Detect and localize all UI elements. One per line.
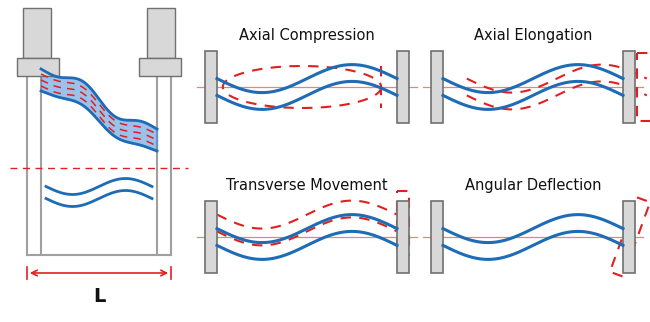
Bar xyxy=(431,51,443,123)
Text: Transverse Movement: Transverse Movement xyxy=(226,178,388,193)
Bar xyxy=(205,201,217,273)
Text: L: L xyxy=(93,287,105,306)
Text: Angular Deflection: Angular Deflection xyxy=(465,178,601,193)
Bar xyxy=(147,8,175,58)
Bar xyxy=(623,201,635,273)
Text: Axial Compression: Axial Compression xyxy=(239,28,375,43)
Bar xyxy=(623,51,635,123)
Text: Axial Elongation: Axial Elongation xyxy=(474,28,592,43)
Bar xyxy=(23,8,51,58)
Bar xyxy=(17,58,59,76)
Bar xyxy=(205,51,217,123)
Bar xyxy=(139,58,181,76)
Bar xyxy=(431,201,443,273)
Bar xyxy=(397,201,409,273)
Bar xyxy=(397,51,409,123)
